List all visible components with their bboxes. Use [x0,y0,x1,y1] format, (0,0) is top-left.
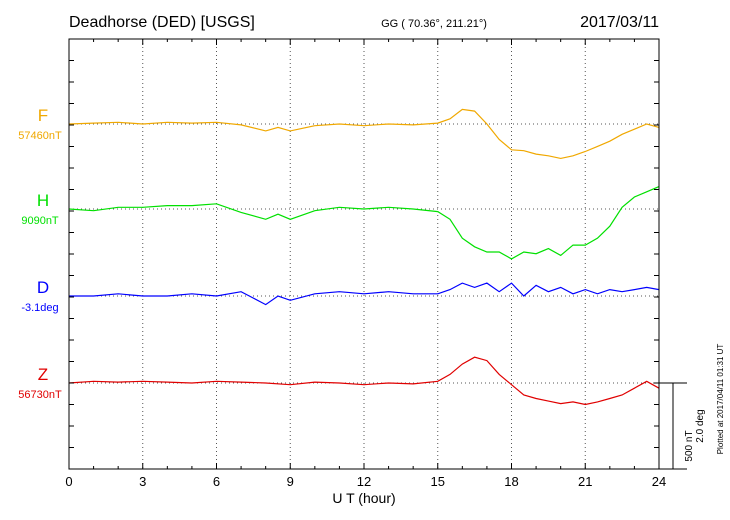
x-tick-label: 0 [65,474,72,489]
series-Z-baseline: 56730nT [18,389,62,401]
x-tick-label: 12 [357,474,371,489]
series-H-baseline: 9090nT [21,215,59,227]
x-tick-label: 24 [652,474,666,489]
x-tick-label: 18 [504,474,518,489]
series-labels: F 57460nT H 9090nT D -3.1deg Z 56730nT [18,106,62,401]
series-Z-line [68,356,660,406]
series-F-name: F [38,106,48,125]
series-D-baseline: -3.1deg [21,302,58,314]
x-tick-label: 15 [431,474,445,489]
x-tick-label: 21 [578,474,592,489]
series-F-baseline: 57460nT [18,130,62,142]
series-F-line [68,108,660,160]
series-traces [68,108,660,406]
x-tick-label: 6 [213,474,220,489]
x-tick-label: 3 [139,474,146,489]
station-coordinates: GG ( 70.36°, 211.21°) [381,18,487,30]
scale-bar: 500 nT 2.0 deg [659,382,706,470]
scale-deg-label: 2.0 deg [695,409,706,442]
series-H-line [68,186,660,260]
series-D-line [69,282,660,306]
series-D-name: D [37,278,49,297]
grid-lines [69,39,659,469]
date-label: 2017/03/11 [580,14,659,31]
plotted-timestamp: Plotted at 2017/04/11 01:31 UT [716,344,725,455]
x-axis-ticks: 0 3 6 9 12 15 18 21 24 [65,39,666,489]
station-title: Deadhorse (DED) [USGS] [69,14,255,31]
x-axis-label: U T (hour) [332,490,395,506]
x-tick-label: 9 [287,474,294,489]
scale-nt-label: 500 nT [684,430,695,461]
series-H-name: H [37,191,49,210]
series-Z-name: Z [38,365,48,384]
